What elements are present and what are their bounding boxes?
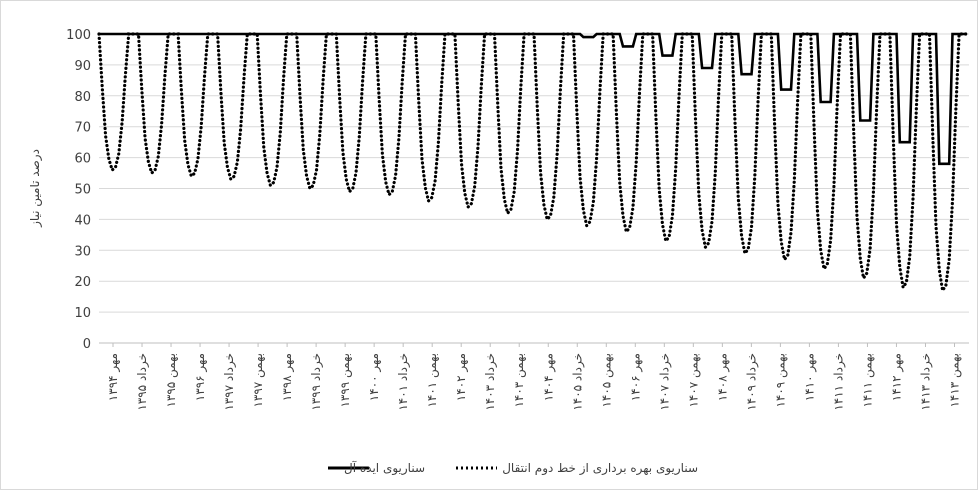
y-tick-label: 80 bbox=[74, 90, 91, 105]
x-tick-label: بهمن ۱۴۰۳ bbox=[512, 353, 527, 408]
x-tick-label: خرداد ۱۴۰۵ bbox=[570, 353, 585, 411]
x-tick-label: خرداد ۱۴۰۳ bbox=[483, 353, 498, 411]
y-tick-label: 20 bbox=[74, 275, 91, 290]
x-tick-label: خرداد ۱۴۱۱ bbox=[831, 353, 846, 411]
x-tick-label: بهمن ۱۴۰۹ bbox=[773, 353, 788, 408]
legend: سناریوی ایده آل سناریوی بهره برداری از خ… bbox=[328, 460, 698, 476]
x-tick-label: خرداد ۱۳۹۹ bbox=[309, 353, 324, 411]
y-tick-label: 90 bbox=[74, 59, 91, 74]
x-tick-label: بهمن ۱۳۹۷ bbox=[251, 353, 266, 408]
x-tick-label: مهر ۱۴۰۸ bbox=[715, 353, 730, 401]
x-tick-label: خرداد ۱۳۹۷ bbox=[222, 353, 237, 411]
y-axis-title: درصد تامین نیاز bbox=[28, 149, 43, 228]
y-tick-label: 60 bbox=[74, 152, 91, 167]
x-tick-label: خرداد ۱۴۱۳ bbox=[918, 353, 933, 411]
x-tick-label: بهمن ۱۴۰۵ bbox=[599, 353, 614, 408]
y-tick-label: 10 bbox=[74, 306, 91, 321]
x-tick-label: خرداد ۱۴۰۹ bbox=[744, 353, 759, 411]
x-tick-labels: مهر ۱۳۹۴ خرداد ۱۳۹۵ بهمن ۱۳۹۵ مهر ۱۳۹۶ خرداد… bbox=[106, 343, 962, 411]
x-tick-label: خرداد ۱۴۰۱ bbox=[396, 353, 411, 411]
x-tick-label: مهر ۱۴۱۰ bbox=[802, 353, 817, 401]
x-tick-label: خرداد ۱۴۰۷ bbox=[657, 353, 672, 411]
x-tick-label: بهمن ۱۴۱۱ bbox=[860, 353, 875, 408]
x-tick-label: خرداد ۱۳۹۵ bbox=[135, 353, 150, 411]
x-tick-label: بهمن ۱۴۰۱ bbox=[425, 353, 440, 408]
x-tick-label: مهر ۱۴۰۴ bbox=[541, 353, 556, 401]
y-tick-label: 30 bbox=[74, 244, 91, 259]
y-tick-label: 100 bbox=[66, 28, 91, 43]
x-tick-label: مهر ۱۴۰۰ bbox=[367, 353, 382, 401]
x-tick-label: بهمن ۱۴۰۷ bbox=[686, 353, 701, 408]
x-tick-label: مهر ۱۳۹۶ bbox=[193, 353, 208, 401]
x-tick-label: مهر ۱۳۹۸ bbox=[280, 353, 295, 401]
y-tick-label: 70 bbox=[74, 121, 91, 136]
y-tick-label: 0 bbox=[83, 337, 91, 352]
x-tick-label: مهر ۱۳۹۴ bbox=[106, 353, 121, 401]
y-tick-label: 40 bbox=[74, 213, 91, 228]
legend-label-second-line: سناریوی بهره برداری از خط دوم انتقال bbox=[502, 461, 698, 476]
x-tick-label: مهر ۱۴۱۲ bbox=[889, 353, 904, 401]
series-line-ideal bbox=[99, 32, 966, 166]
series-layer bbox=[97, 32, 968, 295]
y-tick-label: 50 bbox=[74, 183, 91, 198]
legend-label-ideal: سناریوی ایده آل bbox=[344, 460, 425, 476]
x-tick-label: مهر ۱۴۰۲ bbox=[454, 353, 469, 401]
y-tick-labels: 0 10 20 30 40 50 60 70 80 90 100 bbox=[66, 28, 91, 352]
x-tick-label: مهر ۱۴۰۶ bbox=[628, 353, 643, 401]
x-tick-label: بهمن ۱۳۹۹ bbox=[338, 353, 353, 408]
x-tick-label: بهمن ۱۴۱۳ bbox=[947, 353, 962, 408]
x-tick-label: بهمن ۱۳۹۵ bbox=[164, 353, 179, 408]
series-line-second-line bbox=[97, 32, 968, 295]
